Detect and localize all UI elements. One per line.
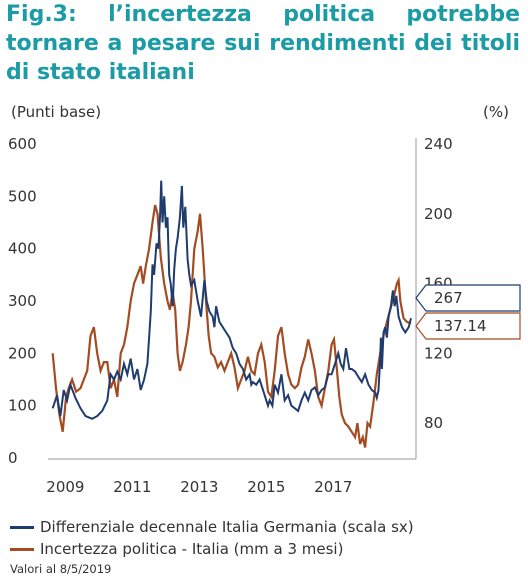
left-axis-tick-label: 200 xyxy=(8,344,37,362)
left-axis-tick-label: 100 xyxy=(8,397,37,415)
legend-swatch-uncertainty xyxy=(10,547,34,551)
left-axis-tick-label: 0 xyxy=(8,449,18,467)
left-axis-tick-label: 400 xyxy=(8,240,37,258)
legend-item-uncertainty: Incertezza politica - Italia (mm a 3 mes… xyxy=(10,540,343,558)
legend-label-uncertainty: Incertezza politica - Italia (mm a 3 mes… xyxy=(40,540,344,558)
left-axis-unit: (Punti base) xyxy=(11,103,102,121)
x-axis-tick-label: 2013 xyxy=(180,478,218,496)
spread-last-value-label-box xyxy=(415,284,521,312)
left-axis-tick-label: 300 xyxy=(8,292,37,310)
right-axis-tick-label: 120 xyxy=(424,344,453,362)
uncertainty-last-value-label-text: 137.14 xyxy=(434,317,487,335)
legend-swatch-spread xyxy=(10,525,34,529)
legend-label-spread: Differenziale decennale Italia Germania … xyxy=(40,518,414,536)
x-axis-tick-label: 2017 xyxy=(314,478,352,496)
legend-item-spread: Differenziale decennale Italia Germania … xyxy=(10,518,414,536)
spread-series-line xyxy=(51,180,412,420)
uncertainty-last-value-label-box xyxy=(415,312,521,340)
right-axis-tick-label: 240 xyxy=(424,135,453,153)
right-axis-unit: (%) xyxy=(483,103,509,121)
left-axis-tick-label: 500 xyxy=(8,187,37,205)
x-axis-tick-label: 2011 xyxy=(113,478,151,496)
chart-title: Fig.3: l’incertezza politica potrebbe to… xyxy=(6,2,520,85)
right-axis-tick-label: 200 xyxy=(424,205,453,223)
x-axis-tick-label: 2009 xyxy=(46,478,84,496)
spread-last-value-label-text: 267 xyxy=(434,289,463,307)
right-axis-tick-label: 80 xyxy=(424,414,443,432)
x-axis-tick-label: 2015 xyxy=(247,478,285,496)
left-axis-tick-label: 600 xyxy=(8,135,37,153)
data-date-note: Valori al 8/5/2019 xyxy=(10,562,112,576)
uncertainty-series-line xyxy=(51,204,412,448)
